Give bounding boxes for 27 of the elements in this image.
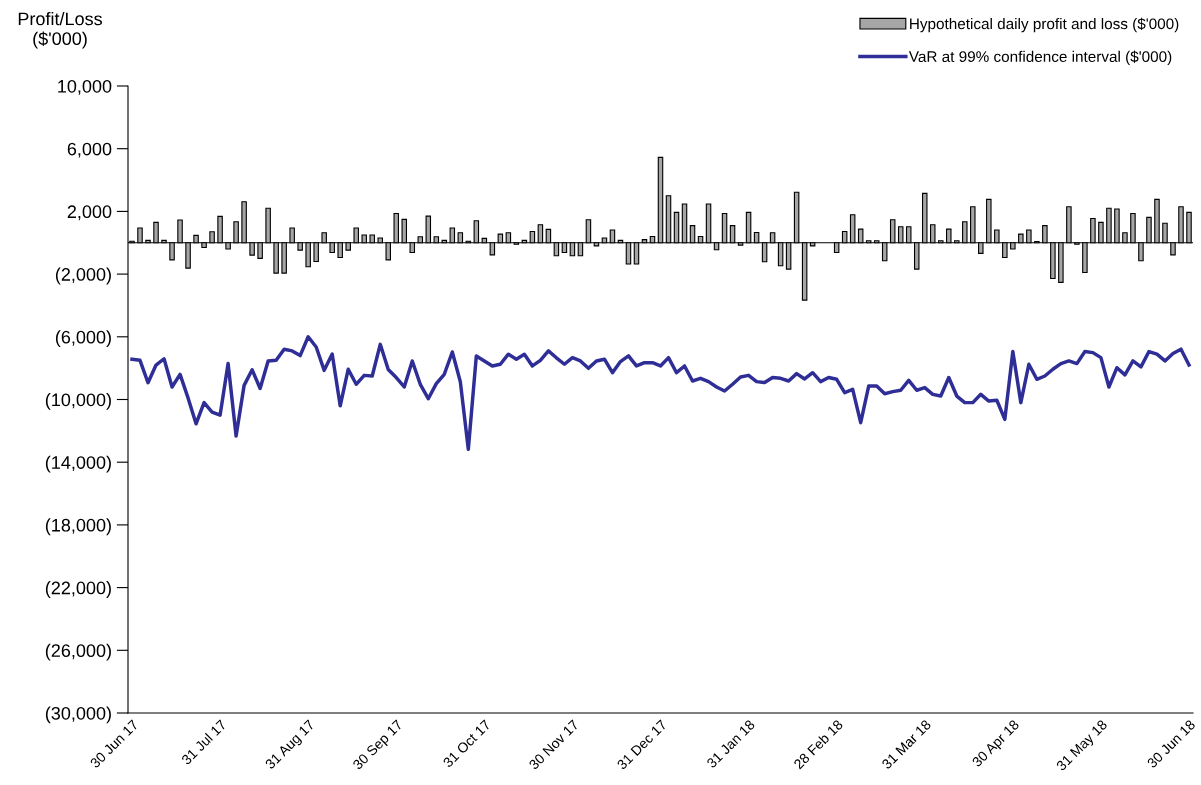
x-tick-label: 30 Apr 18 [971, 719, 1022, 770]
x-tick-label: 31 Oct 17 [442, 719, 492, 768]
x-tick-label: 31 Jul 17 [180, 719, 227, 766]
x-tick-label: 30 Jun 18 [1146, 719, 1196, 769]
y-axis-title: Profit/Loss ($'000) [18, 12, 102, 49]
x-tick-label: 30 Nov 17 [528, 719, 580, 771]
y-tick-label: (18,000) [45, 518, 111, 536]
x-tick-label: 31 Mar 18 [881, 719, 932, 770]
y-tick-label: 2,000 [67, 205, 112, 221]
y-tick-label: (14,000) [45, 455, 111, 473]
x-tick-label: 31 Dec 17 [616, 719, 668, 771]
x-tick-label: 31 Aug 17 [264, 719, 317, 772]
y-tick-label: (22,000) [45, 581, 111, 598]
legend-label: VaR at 99% confidence interval ($'000) [908, 50, 1172, 66]
y-tick-label: 10,000 [58, 79, 112, 95]
x-tick-label: 30 Sep 17 [352, 719, 405, 773]
legend-label: Hypothetical daily profit and loss ($'000) [910, 17, 1179, 33]
y-tick-label: (30,000) [45, 706, 111, 724]
x-tick-label: 31 May 18 [1055, 719, 1110, 774]
y-tick-label: (26,000) [45, 643, 111, 661]
y-tick-label: (6,000) [55, 330, 111, 348]
x-tick-label: 31 Jan 18 [706, 719, 756, 769]
y-tick-label: (10,000) [45, 392, 111, 410]
y-tick-label: 6,000 [67, 142, 112, 158]
line-series [130, 335, 1191, 452]
y-tick-label: (2,000) [55, 267, 111, 285]
x-tick-label: 28 Feb 18 [792, 718, 844, 770]
